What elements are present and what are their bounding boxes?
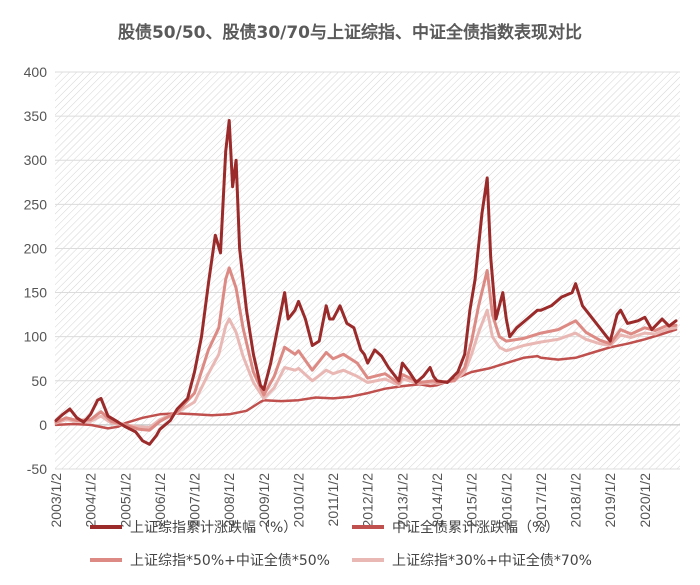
x-tick-label: 2017/1/2 bbox=[533, 473, 549, 528]
y-tick-label: -50 bbox=[27, 461, 47, 477]
x-tick-label: 2007/1/2 bbox=[187, 473, 203, 528]
x-tick-label: 2010/1/2 bbox=[290, 473, 306, 528]
y-tick-label: 0 bbox=[39, 417, 47, 433]
x-tick-label: 2005/1/2 bbox=[117, 473, 133, 528]
y-tick-label: 250 bbox=[24, 196, 48, 212]
chart-title: 股债50/50、股债30/70与上证综指、中证全债指数表现对比 bbox=[118, 22, 582, 43]
x-tick-label: 2012/1/2 bbox=[360, 473, 376, 528]
legend-label-30-70: 上证综指*30%+中证全债*70% bbox=[392, 552, 592, 569]
x-tick-label: 2020/1/2 bbox=[637, 473, 653, 528]
x-tick-label: 2013/1/2 bbox=[394, 473, 410, 528]
gridlines bbox=[55, 71, 680, 470]
y-axis: -50 0 50 100 150 200 250 300 350 400 bbox=[24, 64, 48, 477]
series-line-0 bbox=[54, 119, 678, 446]
series-line-2 bbox=[54, 266, 678, 432]
plot-area bbox=[55, 72, 680, 469]
y-tick-label: 50 bbox=[31, 373, 47, 389]
x-tick-label: 2018/1/2 bbox=[568, 473, 584, 528]
y-tick-label: 200 bbox=[24, 240, 48, 256]
y-tick-label: 400 bbox=[24, 64, 48, 80]
x-tick-label: 2015/1/2 bbox=[464, 473, 480, 528]
series-lines bbox=[54, 119, 678, 446]
x-tick-label: 2003/1/2 bbox=[48, 473, 64, 528]
x-tick-label: 2014/1/2 bbox=[429, 473, 445, 528]
x-tick-label: 2019/1/2 bbox=[602, 473, 618, 528]
y-tick-label: 350 bbox=[24, 108, 48, 124]
legend-label-50-50: 上证综指*50%+中证全债*50% bbox=[130, 552, 330, 569]
y-tick-label: 150 bbox=[24, 285, 48, 301]
x-tick-label: 2009/1/2 bbox=[256, 473, 272, 528]
x-axis: 2003/1/2 2004/1/2 2005/1/2 2006/1/2 2007/1/2… bbox=[48, 473, 653, 528]
x-tick-label: 2011/1/2 bbox=[325, 473, 341, 527]
y-tick-label: 100 bbox=[24, 329, 48, 345]
series-line-1 bbox=[54, 328, 678, 430]
x-tick-label: 2016/1/2 bbox=[498, 473, 514, 528]
legend: 上证综指累计涨跌幅（%） 中证全债累计涨跌幅（%） 上证综指*50%+中证全债*… bbox=[90, 519, 592, 569]
x-tick-label: 2008/1/2 bbox=[221, 473, 237, 528]
legend-label-bond: 中证全债累计涨跌幅（%） bbox=[392, 519, 559, 536]
x-tick-label: 2006/1/2 bbox=[152, 473, 168, 528]
legend-label-shanghai: 上证综指累计涨跌幅（%） bbox=[130, 520, 297, 536]
y-tick-label: 300 bbox=[24, 152, 48, 168]
x-tick-label: 2004/1/2 bbox=[83, 473, 99, 528]
